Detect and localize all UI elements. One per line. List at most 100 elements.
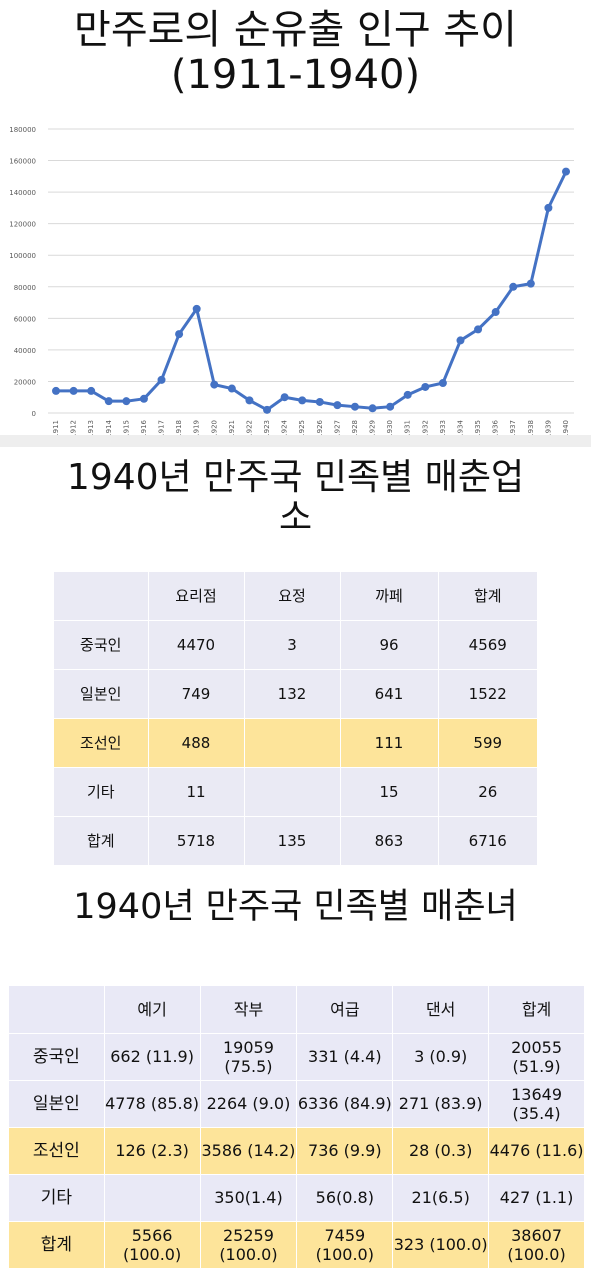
- table-cell: 1522: [438, 669, 537, 719]
- table-cell: 863: [340, 816, 439, 866]
- y-tick-label: 20000: [14, 378, 36, 386]
- header-cell: 합계: [488, 985, 585, 1034]
- header-cell: 합계: [438, 572, 537, 621]
- x-tick-label: 1938: [527, 420, 535, 438]
- y-tick-label: 0: [32, 410, 36, 418]
- data-point: [280, 393, 289, 402]
- table-cell: 488: [148, 718, 245, 768]
- data-point: [509, 282, 518, 291]
- table-cell: 662 (11.9): [103, 1033, 201, 1081]
- data-point: [122, 397, 131, 406]
- x-tick-label: 1939: [544, 420, 552, 438]
- row-label: 중국인: [8, 1033, 105, 1081]
- header-cell: [54, 572, 149, 621]
- row-label: 기타: [54, 767, 149, 817]
- x-tick-label: 1912: [70, 420, 78, 438]
- table-row-highlighted: 조선인 126 (2.3) 3586 (14.2) 736 (9.9) 28 (…: [8, 1127, 585, 1175]
- y-tick-label: 180000: [9, 126, 36, 134]
- table-cell: 38607 (100.0): [488, 1221, 585, 1269]
- data-point: [421, 382, 430, 391]
- y-tick-label: 100000: [9, 252, 36, 260]
- header-cell: 요정: [244, 572, 341, 621]
- header-cell: [8, 985, 105, 1034]
- table-cell: 271 (83.9): [392, 1080, 490, 1128]
- x-tick-label: 1918: [175, 420, 183, 438]
- table-cell: 4569: [438, 620, 537, 670]
- table-cell: 427 (1.1): [488, 1174, 585, 1222]
- prostitute-table: 예기 작부 여급 댄서 합계 중국인 662 (11.9) 19059 (75.…: [8, 985, 585, 1269]
- table-cell: 126 (2.3): [103, 1127, 201, 1175]
- x-tick-label: 1927: [333, 420, 341, 438]
- y-tick-label: 60000: [14, 315, 36, 323]
- x-tick-label: 1913: [87, 420, 95, 438]
- data-point: [386, 402, 395, 411]
- table-cell: 26: [438, 767, 537, 817]
- x-tick-label: 1932: [421, 420, 429, 438]
- chart-title-line1: 만주로의 순유출 인구 추이: [74, 7, 517, 53]
- x-tick-label: 1937: [509, 420, 517, 438]
- table-cell: 736 (9.9): [296, 1127, 394, 1175]
- table-cell: 3 (0.9): [392, 1033, 490, 1081]
- row-label: 일본인: [54, 669, 149, 719]
- x-tick-label: 1917: [158, 420, 166, 438]
- table-cell: 7459 (100.0): [296, 1221, 394, 1269]
- series-line: [56, 170, 568, 412]
- table-cell: 323 (100.0): [392, 1221, 490, 1269]
- data-point: [474, 325, 483, 334]
- table-cell: 749: [148, 669, 245, 719]
- header-cell: 까페: [340, 572, 439, 621]
- table-cell: 3: [244, 620, 341, 670]
- table-cell: 15: [340, 767, 439, 817]
- y-tick-label: 140000: [9, 189, 36, 197]
- table-cell: 135: [244, 816, 341, 866]
- x-tick-label: 1929: [369, 420, 377, 438]
- data-point: [315, 397, 324, 406]
- brothel-table: 요리점 요정 까페 합계 중국인 4470 3 96 4569 일본인 749 …: [54, 572, 537, 866]
- header-cell: 예기: [103, 985, 201, 1034]
- x-tick-label: 1940: [562, 420, 570, 438]
- table-row: 합계 5718 135 863 6716: [54, 816, 537, 866]
- prostitute-header-row: 예기 작부 여급 댄서 합계: [8, 985, 585, 1034]
- data-point: [175, 330, 184, 339]
- data-point: [526, 279, 535, 288]
- data-point: [192, 304, 201, 313]
- table-cell: 111: [340, 718, 439, 768]
- y-tick-label: 160000: [9, 158, 36, 166]
- x-tick-label: 1921: [228, 420, 236, 438]
- data-point: [104, 397, 113, 406]
- data-point: [87, 386, 96, 395]
- y-tick-label: 80000: [14, 284, 36, 292]
- data-point: [210, 380, 219, 389]
- table-cell: 25259 (100.0): [199, 1221, 298, 1269]
- data-point: [456, 336, 465, 345]
- table-cell: [244, 718, 341, 768]
- x-tick-label: 1920: [210, 420, 218, 438]
- chart-svg: 0 20000 40000 60000 80000 100000 120000 140000 1…: [9, 126, 574, 438]
- table-cell: 96: [340, 620, 439, 670]
- table-row: 중국인 4470 3 96 4569: [54, 620, 537, 670]
- x-tick-label: 1935: [474, 420, 482, 438]
- table-cell: 4470: [148, 620, 245, 670]
- data-point: [227, 384, 236, 393]
- x-tick-label: 1926: [316, 419, 324, 437]
- row-label: 조선인: [54, 718, 149, 768]
- x-tick-label: 1930: [386, 420, 394, 438]
- x-tick-label: 1922: [245, 420, 253, 438]
- chart-divider: [0, 435, 591, 447]
- table-cell: 20055 (51.9): [488, 1033, 585, 1081]
- chart-title: 만주로의 순유출 인구 추이 (1911-1940): [0, 8, 591, 98]
- row-label: 기타: [8, 1174, 105, 1222]
- x-tick-label: 1934: [456, 419, 464, 437]
- table-cell: 6716: [438, 816, 537, 866]
- table-cell: 5718: [148, 816, 245, 866]
- data-point: [52, 386, 60, 395]
- prostitute-table-title: 1940년 만주국 민족별 매춘녀: [73, 887, 518, 927]
- table-cell: 13649 (35.4): [488, 1080, 585, 1128]
- brothel-title-line1: 1940년 만주국 민족별 매춘업: [66, 457, 525, 498]
- data-point: [491, 308, 500, 317]
- data-point: [69, 386, 78, 395]
- x-tick-label: 1923: [263, 420, 271, 438]
- x-tick-label: 1915: [122, 420, 130, 438]
- x-tick-label: 1924: [281, 419, 289, 437]
- table-cell: 350(1.4): [199, 1174, 298, 1222]
